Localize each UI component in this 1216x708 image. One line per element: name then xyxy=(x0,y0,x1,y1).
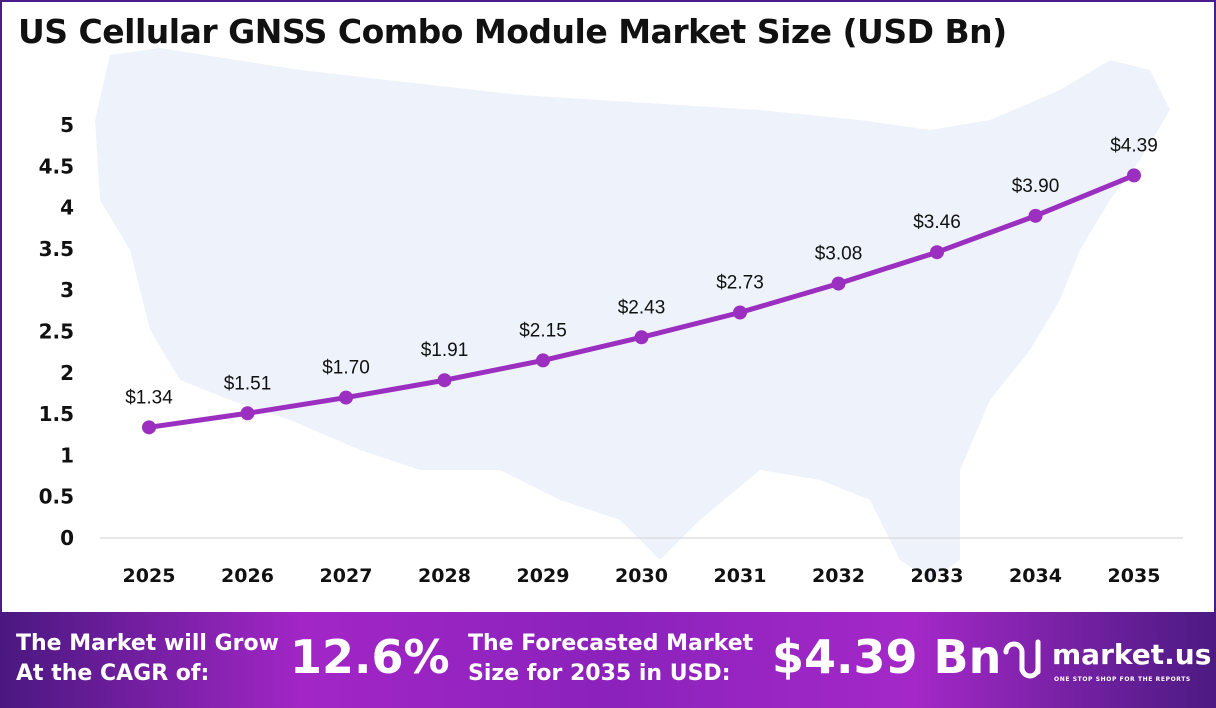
data-point xyxy=(1028,208,1043,223)
us-map-background xyxy=(95,48,1170,580)
x-tick-label: 2031 xyxy=(714,565,767,587)
data-label: $2.15 xyxy=(519,320,567,341)
y-tick-label: 5 xyxy=(60,113,74,137)
forecast-label-line1: The Forecasted Market xyxy=(468,631,754,656)
logo-text: market.us xyxy=(1052,638,1212,671)
data-label: $1.70 xyxy=(322,358,370,379)
y-tick-label: 4.5 xyxy=(39,154,74,178)
cagr-label-line2: At the CAGR of: xyxy=(16,661,210,686)
x-tick-label: 2028 xyxy=(418,565,471,587)
data-point xyxy=(634,330,649,345)
data-label: $4.39 xyxy=(1110,135,1158,156)
y-tick-label: 0 xyxy=(60,526,74,550)
data-point xyxy=(1127,168,1141,183)
data-point xyxy=(142,420,156,435)
y-tick-label: 1.5 xyxy=(39,402,74,426)
cagr-label-line1: The Market will Grow xyxy=(16,631,279,656)
footer-banner: The Market will Grow At the CAGR of: 12.… xyxy=(0,612,1216,708)
x-tick-label: 2027 xyxy=(320,565,373,587)
x-tick-label: 2029 xyxy=(517,565,570,587)
x-tick-label: 2034 xyxy=(1009,565,1062,587)
y-tick-label: 3.5 xyxy=(39,237,74,261)
cagr-value: 12.6% xyxy=(290,630,450,684)
data-label: $3.46 xyxy=(913,212,961,233)
data-point xyxy=(339,390,353,405)
data-label: $1.51 xyxy=(224,373,272,394)
data-point xyxy=(733,305,747,320)
x-tick-label: 2030 xyxy=(615,565,668,587)
data-point xyxy=(930,245,944,260)
data-point xyxy=(831,276,846,291)
market-us-logo-icon xyxy=(1003,639,1041,679)
x-tick-label: 2026 xyxy=(221,565,274,587)
y-tick-label: 4 xyxy=(60,196,74,220)
chart-title: US Cellular GNSS Combo Module Market Siz… xyxy=(18,12,1007,51)
data-point xyxy=(536,353,550,368)
x-tick-label: 2033 xyxy=(911,565,964,587)
data-label: $3.90 xyxy=(1012,176,1060,197)
data-point xyxy=(240,406,255,421)
data-point xyxy=(437,373,452,388)
x-tick-label: 2032 xyxy=(812,565,865,587)
y-tick-label: 2.5 xyxy=(39,320,74,344)
x-tick-label: 2035 xyxy=(1108,565,1161,587)
line-chart: 0 0.5 1 1.5 2 2.5 3 3.5 4 4.5 5 2025 2026 2027 2028 202… xyxy=(39,48,1183,587)
x-tick-label: 2025 xyxy=(123,565,176,587)
data-label: $3.08 xyxy=(815,244,863,265)
data-label: $2.43 xyxy=(618,297,666,318)
y-tick-label: 2 xyxy=(60,361,74,385)
forecast-value: $4.39 Bn xyxy=(772,630,1002,684)
data-label: $1.34 xyxy=(125,387,173,408)
forecast-label-line2: Size for 2035 in USD: xyxy=(468,661,731,686)
y-tick-label: 1 xyxy=(60,443,74,467)
data-label: $1.91 xyxy=(421,340,469,361)
y-tick-label: 3 xyxy=(60,278,74,302)
logo-tagline: ONE STOP SHOP FOR THE REPORTS xyxy=(1054,676,1191,683)
data-label: $2.73 xyxy=(716,273,764,294)
y-tick-label: 0.5 xyxy=(39,485,74,509)
